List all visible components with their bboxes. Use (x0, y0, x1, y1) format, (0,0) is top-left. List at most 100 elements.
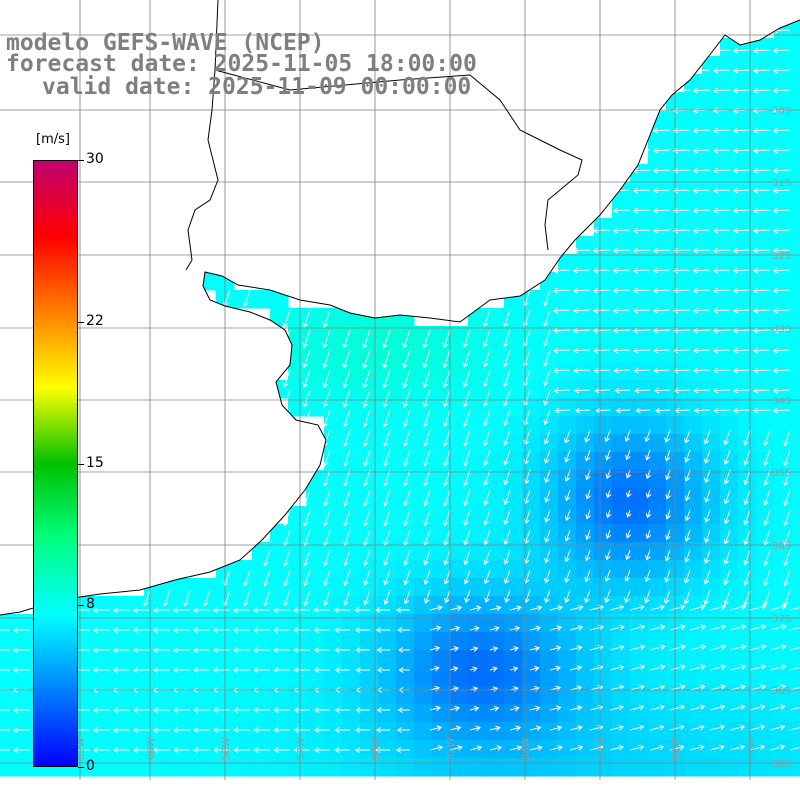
speed-cell (684, 182, 703, 201)
wind-arrow-head (375, 627, 382, 633)
wind-arrow (753, 49, 771, 52)
wind-arrow (666, 489, 671, 499)
wind-arrow-head (684, 557, 690, 563)
speed-cell (288, 542, 307, 561)
speed-cell (792, 92, 800, 111)
wind-arrow-head (612, 187, 618, 194)
speed-cell (792, 110, 800, 129)
wind-arrow-head (542, 321, 549, 327)
wind-arrow-head (396, 727, 402, 733)
wind-arrow-head (672, 167, 678, 174)
wind-arrow-head (12, 727, 18, 733)
wind-arrow-head (302, 382, 309, 388)
speed-cell (558, 362, 577, 381)
wind-arrow-head (624, 436, 631, 443)
wind-arrow-head (483, 440, 489, 447)
wind-arrow-head (172, 627, 178, 633)
wind-arrow (424, 529, 431, 546)
wind-arrow-head (645, 473, 652, 480)
longitude-label: 57W (296, 737, 307, 760)
speed-cell (684, 92, 703, 111)
speed-cell (756, 704, 775, 723)
wind-arrow-head (723, 439, 729, 446)
latitude-label: 37S (772, 614, 791, 625)
speed-cell (792, 596, 800, 615)
wind-arrow-head (303, 600, 309, 607)
speed-cell (486, 722, 505, 741)
speed-cell (432, 362, 451, 381)
wind-arrow (744, 569, 751, 586)
wind-arrow-head (436, 725, 443, 731)
wind-arrow (673, 169, 691, 172)
speed-cell (450, 434, 469, 453)
speed-cell (792, 614, 800, 633)
wind-arrow-head (652, 327, 659, 334)
wind-arrow-head (422, 401, 429, 408)
wind-arrow-head (403, 598, 410, 605)
wind-arrow-head (783, 580, 789, 587)
wind-arrow-head (503, 499, 509, 506)
wind-arrow (323, 309, 331, 328)
wind-arrow-head (672, 127, 678, 134)
speed-cell (144, 668, 163, 687)
speed-cell (180, 632, 199, 651)
wind-arrow-head (192, 727, 199, 733)
wind-arrow (569, 686, 582, 691)
speed-cell (558, 740, 577, 759)
speed-cell (594, 596, 613, 615)
speed-cell (684, 344, 703, 363)
wind-arrow-head (720, 684, 726, 691)
wind-arrow-head (618, 684, 625, 691)
wind-arrow (469, 707, 479, 711)
speed-cell (486, 524, 505, 543)
wind-arrow (613, 329, 631, 332)
speed-cell (720, 254, 739, 273)
wind-arrow (669, 685, 685, 691)
wind-arrow-head (343, 480, 349, 487)
wind-arrow (629, 645, 645, 651)
wind-arrow (773, 389, 791, 392)
wind-arrow (544, 349, 551, 366)
speed-cell (720, 200, 739, 219)
wind-arrow-head (544, 477, 550, 484)
speed-cell (702, 200, 721, 219)
speed-cell (792, 38, 800, 57)
wind-arrow (693, 249, 711, 252)
wind-arrow-head (752, 127, 758, 134)
wind-arrow (744, 589, 751, 606)
wind-arrow (769, 685, 786, 691)
speed-cell (252, 650, 271, 669)
speed-cell (738, 542, 757, 561)
wind-arrow (749, 725, 765, 731)
wind-arrow (424, 429, 431, 446)
wind-arrow-head (740, 684, 746, 691)
speed-cell (756, 380, 775, 399)
wind-arrow-head (659, 704, 665, 711)
wind-arrow (629, 746, 644, 751)
wind-arrow-head (516, 605, 522, 612)
speed-cell (558, 704, 577, 723)
wind-arrow (724, 449, 731, 465)
wind-arrow-head (383, 599, 390, 606)
speed-cell (414, 560, 433, 579)
speed-cell (594, 668, 613, 687)
speed-cell (378, 506, 397, 525)
wind-arrow-head (443, 520, 449, 527)
speed-cell (396, 344, 415, 363)
speed-cell (234, 668, 253, 687)
speed-cell (396, 524, 415, 543)
speed-cell (792, 182, 800, 201)
wind-arrow-head (493, 705, 500, 712)
wind-arrow-head (761, 624, 767, 630)
speed-cell (468, 542, 487, 561)
wind-arrow (613, 249, 631, 252)
speed-cell (234, 704, 253, 723)
speed-cell (756, 470, 775, 489)
wind-arrow-head (503, 559, 510, 565)
wind-arrow-head (772, 267, 778, 274)
speed-cell (342, 740, 361, 759)
wind-arrow (403, 349, 411, 369)
wind-arrow (323, 389, 331, 407)
wind-arrow (733, 409, 751, 412)
speed-cell (648, 254, 667, 273)
